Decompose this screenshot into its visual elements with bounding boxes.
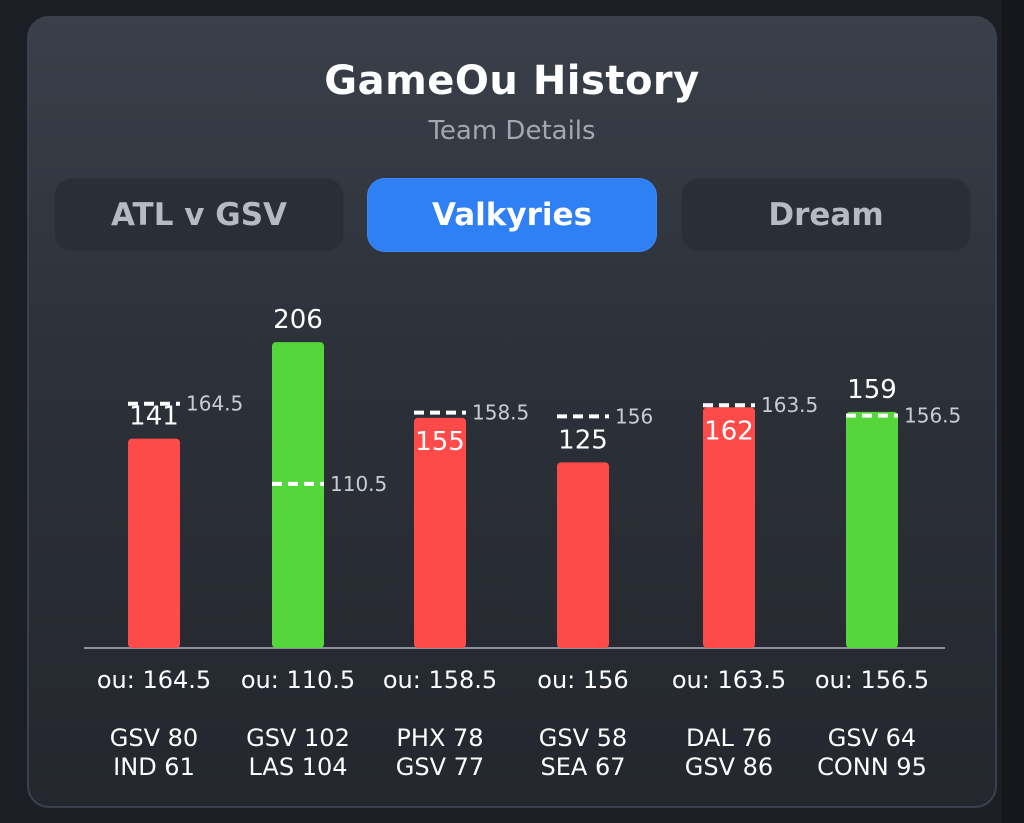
score-team2-game-1: IND 61	[113, 753, 195, 781]
total-label-game-6: 159	[847, 375, 897, 405]
ou-label-game-4: ou: 156	[537, 666, 629, 694]
score-game-6: GSV 64 CONN 95	[797, 724, 947, 782]
score-team2-game-6: CONN 95	[817, 753, 927, 781]
total-label-game-4: 125	[558, 425, 608, 455]
total-label-game-2: 206	[273, 305, 323, 335]
ou-label-game-3: ou: 158.5	[382, 666, 498, 694]
page-subtitle: Team Details	[428, 116, 596, 146]
ou-bar-chart: 164.5 141 110.5 206 158.5 155 156 125 163.5 162 15…	[84, 305, 961, 649]
bar-game-5	[703, 407, 755, 648]
bar-game-6	[846, 411, 898, 648]
ou-label-game-1: ou: 164.5	[96, 666, 212, 694]
score-game-5: DAL 76 GSV 86	[654, 724, 804, 782]
score-team1-game-2: GSV 102	[246, 724, 350, 752]
ou-line-value-game-4: 156	[615, 404, 653, 428]
score-team1-game-6: GSV 64	[827, 724, 917, 752]
ou-line-value-game-6: 156.5	[904, 404, 961, 428]
score-team2-game-5: GSV 86	[684, 753, 774, 781]
ou-label-game-6: ou: 156.5	[814, 666, 930, 694]
score-game-3: PHX 78 GSV 77	[365, 724, 515, 782]
total-label-game-1: 141	[129, 402, 179, 432]
edge-strip	[1002, 0, 1024, 823]
score-team1-game-3: PHX 78	[396, 724, 484, 752]
scores-row: GSV 80 IND 61 GSV 102 LAS 104 PHX 78 GSV 77 GS…	[29, 724, 999, 781]
score-team1-game-5: DAL 76	[685, 724, 772, 752]
game-ou-card: GameOu History Team Details ATL v GSV Va…	[27, 16, 997, 808]
ou-line-value-game-5: 163.5	[761, 393, 818, 417]
ou-line-value-game-2: 110.5	[330, 472, 387, 496]
page-title: GameOu History	[324, 58, 700, 104]
score-game-1: GSV 80 IND 61	[79, 724, 229, 782]
score-game-4: GSV 58 SEA 67	[508, 724, 658, 782]
score-team1-game-4: GSV 58	[538, 724, 628, 752]
score-team2-game-3: GSV 77	[395, 753, 485, 781]
bar-game-4	[557, 462, 609, 648]
tab-dream[interactable]: Dream	[681, 178, 971, 252]
ou-label-game-5: ou: 163.5	[671, 666, 787, 694]
score-team2-game-2: LAS 104	[248, 753, 348, 781]
total-label-game-3: 155	[415, 427, 465, 457]
score-team2-game-4: SEA 67	[540, 753, 626, 781]
score-team1-game-1: GSV 80	[109, 724, 199, 752]
ou-line-value-game-3: 158.5	[472, 401, 529, 425]
ou-line-value-game-1: 164.5	[186, 392, 243, 416]
ou-labels-row: ou: 164.5 ou: 110.5 ou: 158.5 ou: 156 ou: 16…	[29, 666, 999, 706]
total-label-game-5: 162	[704, 416, 754, 446]
ou-label-game-2: ou: 110.5	[240, 666, 356, 694]
score-game-2: GSV 102 LAS 104	[223, 724, 373, 782]
tab-atl-v-gsv[interactable]: ATL v GSV	[54, 178, 344, 252]
bar-game-1	[128, 438, 180, 648]
bar-game-2	[272, 342, 324, 648]
tab-valkyries[interactable]: Valkyries	[367, 178, 657, 252]
bar-game-3	[414, 417, 466, 648]
